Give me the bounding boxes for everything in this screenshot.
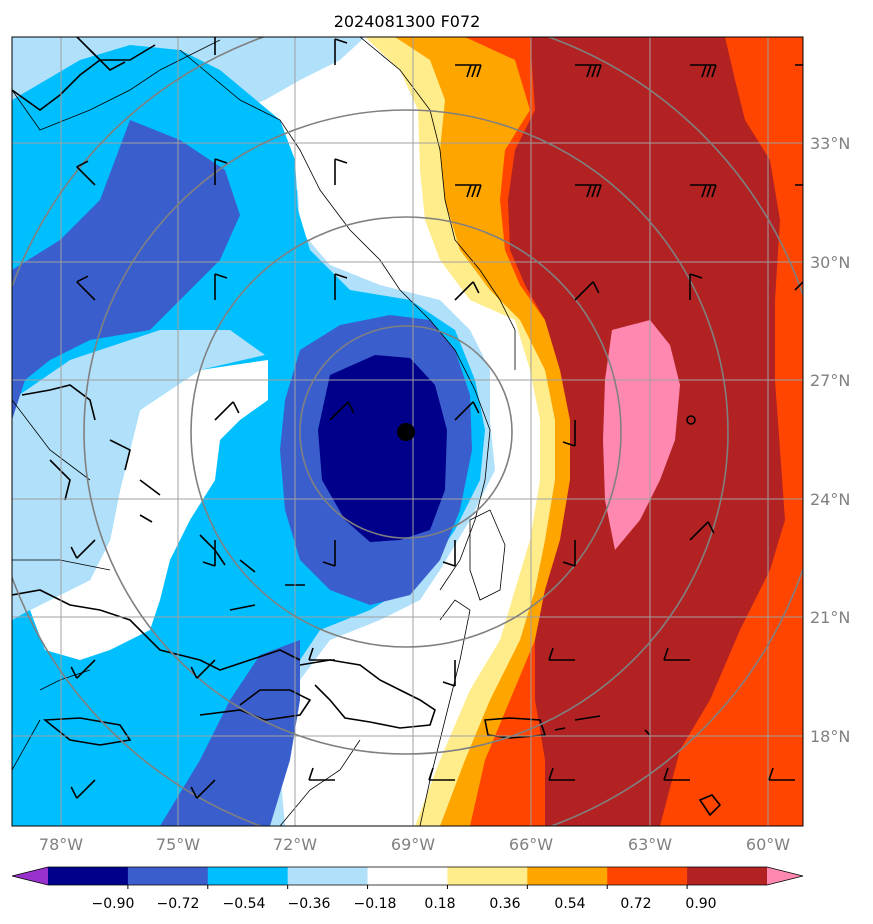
wind-barb <box>575 184 602 198</box>
lon-label: 78°W <box>39 835 83 854</box>
wind-barb <box>768 767 795 781</box>
colorbar-tick-label: −0.90 <box>92 896 135 912</box>
colorbar-segment <box>287 867 369 885</box>
wind-barb <box>76 37 96 56</box>
contour-pink <box>603 320 680 550</box>
lat-label: 24°N <box>810 490 850 509</box>
colorbar-segment <box>127 867 209 885</box>
wind-barb <box>214 158 228 185</box>
colorbar-segment <box>527 867 608 885</box>
wind-barb <box>76 275 96 301</box>
colorbar-tick-label: 0.36 <box>489 896 520 912</box>
wind-barb <box>663 647 690 661</box>
wind-barb <box>428 767 455 781</box>
wind-barb <box>214 401 240 421</box>
range-rings <box>12 37 803 826</box>
lon-label: 75°W <box>156 835 200 854</box>
wind-barb <box>308 647 335 661</box>
colorbar-tick-label: −0.18 <box>354 896 397 912</box>
colorbar-segment <box>607 867 688 885</box>
map-panel <box>12 37 803 826</box>
colorbar-tick-label: −0.36 <box>288 896 331 912</box>
storm-center-marker <box>397 423 415 441</box>
wind-barb <box>70 659 96 679</box>
latitude-labels: 33°N 30°N 27°N 24°N 21°N 18°N <box>810 134 850 746</box>
colorbar-tick-label: 0.18 <box>424 896 455 912</box>
wind-barbs <box>70 37 803 799</box>
wind-barb <box>690 184 717 198</box>
colorbar-tick-labels: −0.90 −0.72 −0.54 −0.36 −0.18 0.18 0.36 … <box>92 896 717 912</box>
colorbar <box>11 866 804 889</box>
wind-barb <box>322 540 336 567</box>
wind-barb <box>454 281 480 301</box>
wind-barb <box>794 280 803 291</box>
wind-barb <box>214 37 216 55</box>
contour-navy-center <box>318 355 447 542</box>
wind-barb <box>190 779 216 799</box>
colorbar-extend-high <box>767 867 803 885</box>
lon-label: 69°W <box>391 835 435 854</box>
wind-barb <box>689 521 715 541</box>
wind-barb <box>76 160 96 186</box>
wind-barb <box>70 779 96 799</box>
colorbar-segment <box>48 867 129 885</box>
lon-label: 72°W <box>273 835 317 854</box>
wind-barb <box>334 273 348 300</box>
lon-label: 60°W <box>746 835 790 854</box>
colorbar-segment <box>687 867 768 885</box>
contour-royal-blue-west <box>12 120 240 420</box>
lat-label: 21°N <box>810 608 850 627</box>
wind-barb <box>442 540 456 567</box>
wind-barb <box>562 420 576 447</box>
colorbar-outline <box>11 866 804 886</box>
wind-barb <box>308 767 335 781</box>
colorbar-tick-label: 0.90 <box>685 896 716 912</box>
wind-barb <box>562 540 576 567</box>
colorbar-segment <box>207 867 289 885</box>
lat-label: 27°N <box>810 371 850 390</box>
map-frame <box>11 36 804 827</box>
wind-barb <box>548 767 575 781</box>
lon-label: 63°W <box>628 835 672 854</box>
wind-barb <box>548 647 575 661</box>
contour-royal-blue-south <box>160 640 300 826</box>
wind-barb <box>214 273 228 300</box>
wind-barb <box>575 64 602 78</box>
map-title: 2024081300 F072 <box>334 12 481 31</box>
longitude-labels: 78°W 75°W 72°W 69°W 66°W 63°W 60°W <box>39 835 790 854</box>
contour-light-blue-inner <box>12 330 265 620</box>
wind-barb <box>690 64 717 78</box>
contour-neutral-inner <box>30 360 268 660</box>
grid-lines <box>12 37 803 826</box>
colorbar-tick-label: 0.54 <box>554 896 585 912</box>
wind-barb <box>334 38 348 65</box>
wind-barb <box>190 659 216 679</box>
colorbar-tick-label: 0.72 <box>620 896 651 912</box>
colorbar-tick-label: −0.72 <box>157 896 200 912</box>
wind-barb <box>455 184 482 198</box>
wind-barb <box>329 401 355 421</box>
wind-barb <box>455 64 482 78</box>
wind-barb <box>454 401 480 421</box>
colorbar-extend-low <box>12 867 48 885</box>
colorbar-segment <box>447 867 528 885</box>
colorbar-segment <box>367 867 448 885</box>
lat-label: 18°N <box>810 727 850 746</box>
wind-barb <box>202 540 216 567</box>
wind-barb <box>663 767 690 781</box>
wind-barb <box>442 660 456 687</box>
wind-barb <box>70 539 96 559</box>
wind-barb <box>334 158 348 185</box>
coastlines <box>12 44 722 817</box>
wind-barb <box>689 273 703 300</box>
colorbar-tick-label: −0.54 <box>223 896 266 912</box>
lon-label: 66°W <box>509 835 553 854</box>
lat-label: 30°N <box>810 253 850 272</box>
lat-label: 33°N <box>810 134 850 153</box>
wind-barb <box>574 281 600 301</box>
